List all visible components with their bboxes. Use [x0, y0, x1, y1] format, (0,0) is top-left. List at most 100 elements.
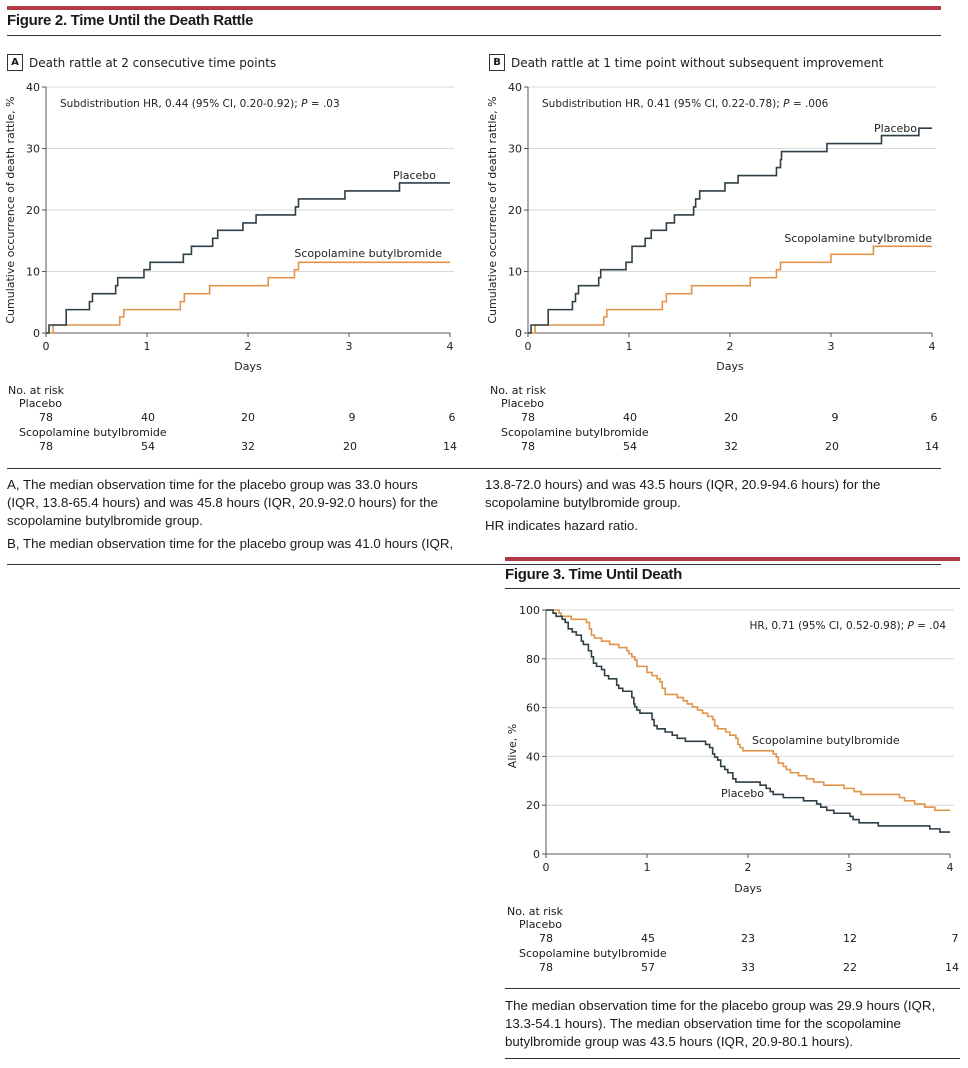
figure2-caption-abbrev: HR indicates hazard ratio.: [485, 518, 638, 533]
panel-b-title: Death rattle at 1 time point without sub…: [511, 55, 884, 70]
panel-b-letter: B: [489, 54, 505, 71]
x-tick-label: 4: [947, 861, 954, 874]
hazard-ratio-annotation: Subdistribution HR, 0.41 (95% CI, 0.22-0…: [542, 98, 829, 110]
risk-value: 22: [843, 961, 857, 974]
risk-value: 57: [641, 961, 655, 974]
risk-title: No. at risk: [490, 384, 546, 397]
risk-value: 78: [521, 440, 535, 453]
risk-value: 20: [825, 440, 839, 453]
y-tick-label: 0: [33, 327, 40, 340]
risk-value: 23: [741, 932, 755, 945]
figure3-accent-bar: [505, 557, 960, 561]
figure3-bottom-rule: [505, 1058, 960, 1059]
risk-value: 78: [39, 411, 53, 424]
risk-value: 33: [741, 961, 755, 974]
y-tick-label: 30: [508, 143, 522, 156]
risk-value: 14: [945, 961, 959, 974]
y-tick-label: 0: [533, 848, 540, 861]
risk-group-placebo: Placebo: [501, 397, 544, 410]
x-tick-label: 0: [543, 861, 550, 874]
series-label-placebo: Placebo: [721, 787, 764, 800]
y-tick-label: 20: [26, 204, 40, 217]
risk-value: 7: [951, 932, 959, 945]
x-tick-label: 1: [626, 340, 633, 353]
series-line-scopolamine: [46, 261, 450, 334]
y-axis-label: Alive, %: [506, 724, 519, 768]
x-tick-label: 2: [727, 340, 734, 353]
series-label-scopolamine: Scopolamine butylbromide: [294, 247, 442, 260]
y-tick-label: 10: [508, 266, 522, 279]
series-line-placebo: [528, 127, 932, 334]
y-axis-label: Cumulative occurrence of death rattle, %: [486, 96, 499, 323]
y-axis-label: Cumulative occurrence of death rattle, %: [4, 96, 17, 323]
series-line-placebo: [46, 182, 450, 334]
risk-value: 78: [521, 411, 535, 424]
y-tick-label: 80: [526, 653, 540, 666]
chart-panel-a: 0 10 20 30 40 0 1 2 3 4 Days Cumulative occurrence …: [4, 81, 454, 373]
x-tick-label: 2: [245, 340, 252, 353]
y-tick-label: 40: [26, 81, 40, 94]
panel-a-title: Death rattle at 2 consecutive time point…: [29, 55, 277, 70]
risk-value: 14: [925, 440, 939, 453]
y-tick-label: 10: [26, 266, 40, 279]
hazard-ratio-annotation: HR, 0.71 (95% CI, 0.52-0.98); P = .04: [750, 620, 947, 632]
y-tick-label: 0: [515, 327, 522, 340]
series-label-scopolamine: Scopolamine butylbromide: [784, 232, 932, 245]
risk-value: 40: [623, 411, 637, 424]
x-tick-label: 1: [144, 340, 151, 353]
risk-table-b: No. at risk Placebo 78 40 20 9 6 Scopola…: [482, 384, 968, 454]
figure3-risk-rule: [505, 988, 960, 989]
risk-value: 6: [448, 411, 456, 424]
x-axis-label: Days: [234, 360, 262, 373]
figure2-caption-b-start: B, The median observation time for the p…: [7, 536, 454, 551]
y-tick-label: 40: [526, 750, 540, 763]
figure3-caption: The median observation time for the plac…: [505, 998, 936, 1049]
figure2-risk-rule: [7, 468, 941, 469]
risk-group-placebo: Placebo: [19, 397, 62, 410]
panel-b-heading: B Death rattle at 1 time point without s…: [489, 54, 883, 71]
risk-title: No. at risk: [8, 384, 64, 397]
x-tick-label: 3: [828, 340, 835, 353]
figure2-accent-bar: [7, 6, 941, 10]
x-tick-label: 3: [846, 861, 853, 874]
risk-value: 20: [343, 440, 357, 453]
risk-value: 6: [930, 411, 938, 424]
series-line-scopolamine: [546, 609, 950, 812]
x-tick-label: 0: [525, 340, 532, 353]
x-tick-label: 0: [43, 340, 50, 353]
panel-a-letter: A: [7, 54, 23, 71]
y-tick-label: 40: [508, 81, 522, 94]
x-axis-label: Days: [716, 360, 744, 373]
risk-group-scopolamine: Scopolamine butylbromide: [19, 426, 167, 439]
y-tick-label: 60: [526, 702, 540, 715]
figure3-title-rule: [505, 588, 960, 589]
risk-value: 78: [39, 440, 53, 453]
y-tick-label: 20: [526, 799, 540, 812]
y-tick-label: 30: [26, 143, 40, 156]
series-line-scopolamine: [528, 245, 932, 334]
risk-table-a: No. at risk Placebo 78 40 20 9 6 Scopola…: [0, 384, 480, 454]
figure2-bottom-rule: [7, 564, 941, 565]
risk-value: 20: [241, 411, 255, 424]
x-tick-label: 1: [644, 861, 651, 874]
risk-value: 78: [539, 932, 553, 945]
x-tick-label: 4: [929, 340, 936, 353]
risk-value: 54: [141, 440, 155, 453]
x-axis-label: Days: [734, 882, 762, 895]
y-tick-label: 100: [519, 604, 540, 617]
risk-value: 45: [641, 932, 655, 945]
chart-panel-b: 0 10 20 30 40 0 1 2 3 4 Days Cumulative occurrence …: [486, 81, 936, 373]
risk-value: 9: [348, 411, 356, 424]
risk-value: 32: [241, 440, 255, 453]
chart-figure3: 0 20 40 60 80 100 0 1 2 3 4 Days Alive, % HR, 0.71 (9…: [506, 604, 954, 895]
risk-table-figure3: No. at risk Placebo 78 45 23 12 7 Scopol…: [500, 905, 968, 975]
risk-group-placebo: Placebo: [519, 918, 562, 931]
x-tick-label: 4: [447, 340, 454, 353]
risk-value: 20: [724, 411, 738, 424]
figure2-title: Figure 2. Time Until the Death Rattle: [7, 12, 254, 29]
risk-group-scopolamine: Scopolamine butylbromide: [519, 947, 667, 960]
risk-group-scopolamine: Scopolamine butylbromide: [501, 426, 649, 439]
risk-value: 14: [443, 440, 457, 453]
x-tick-label: 2: [745, 861, 752, 874]
figure2-caption-b-end: 13.8-72.0 hours) and was 43.5 hours (IQR…: [485, 477, 881, 510]
